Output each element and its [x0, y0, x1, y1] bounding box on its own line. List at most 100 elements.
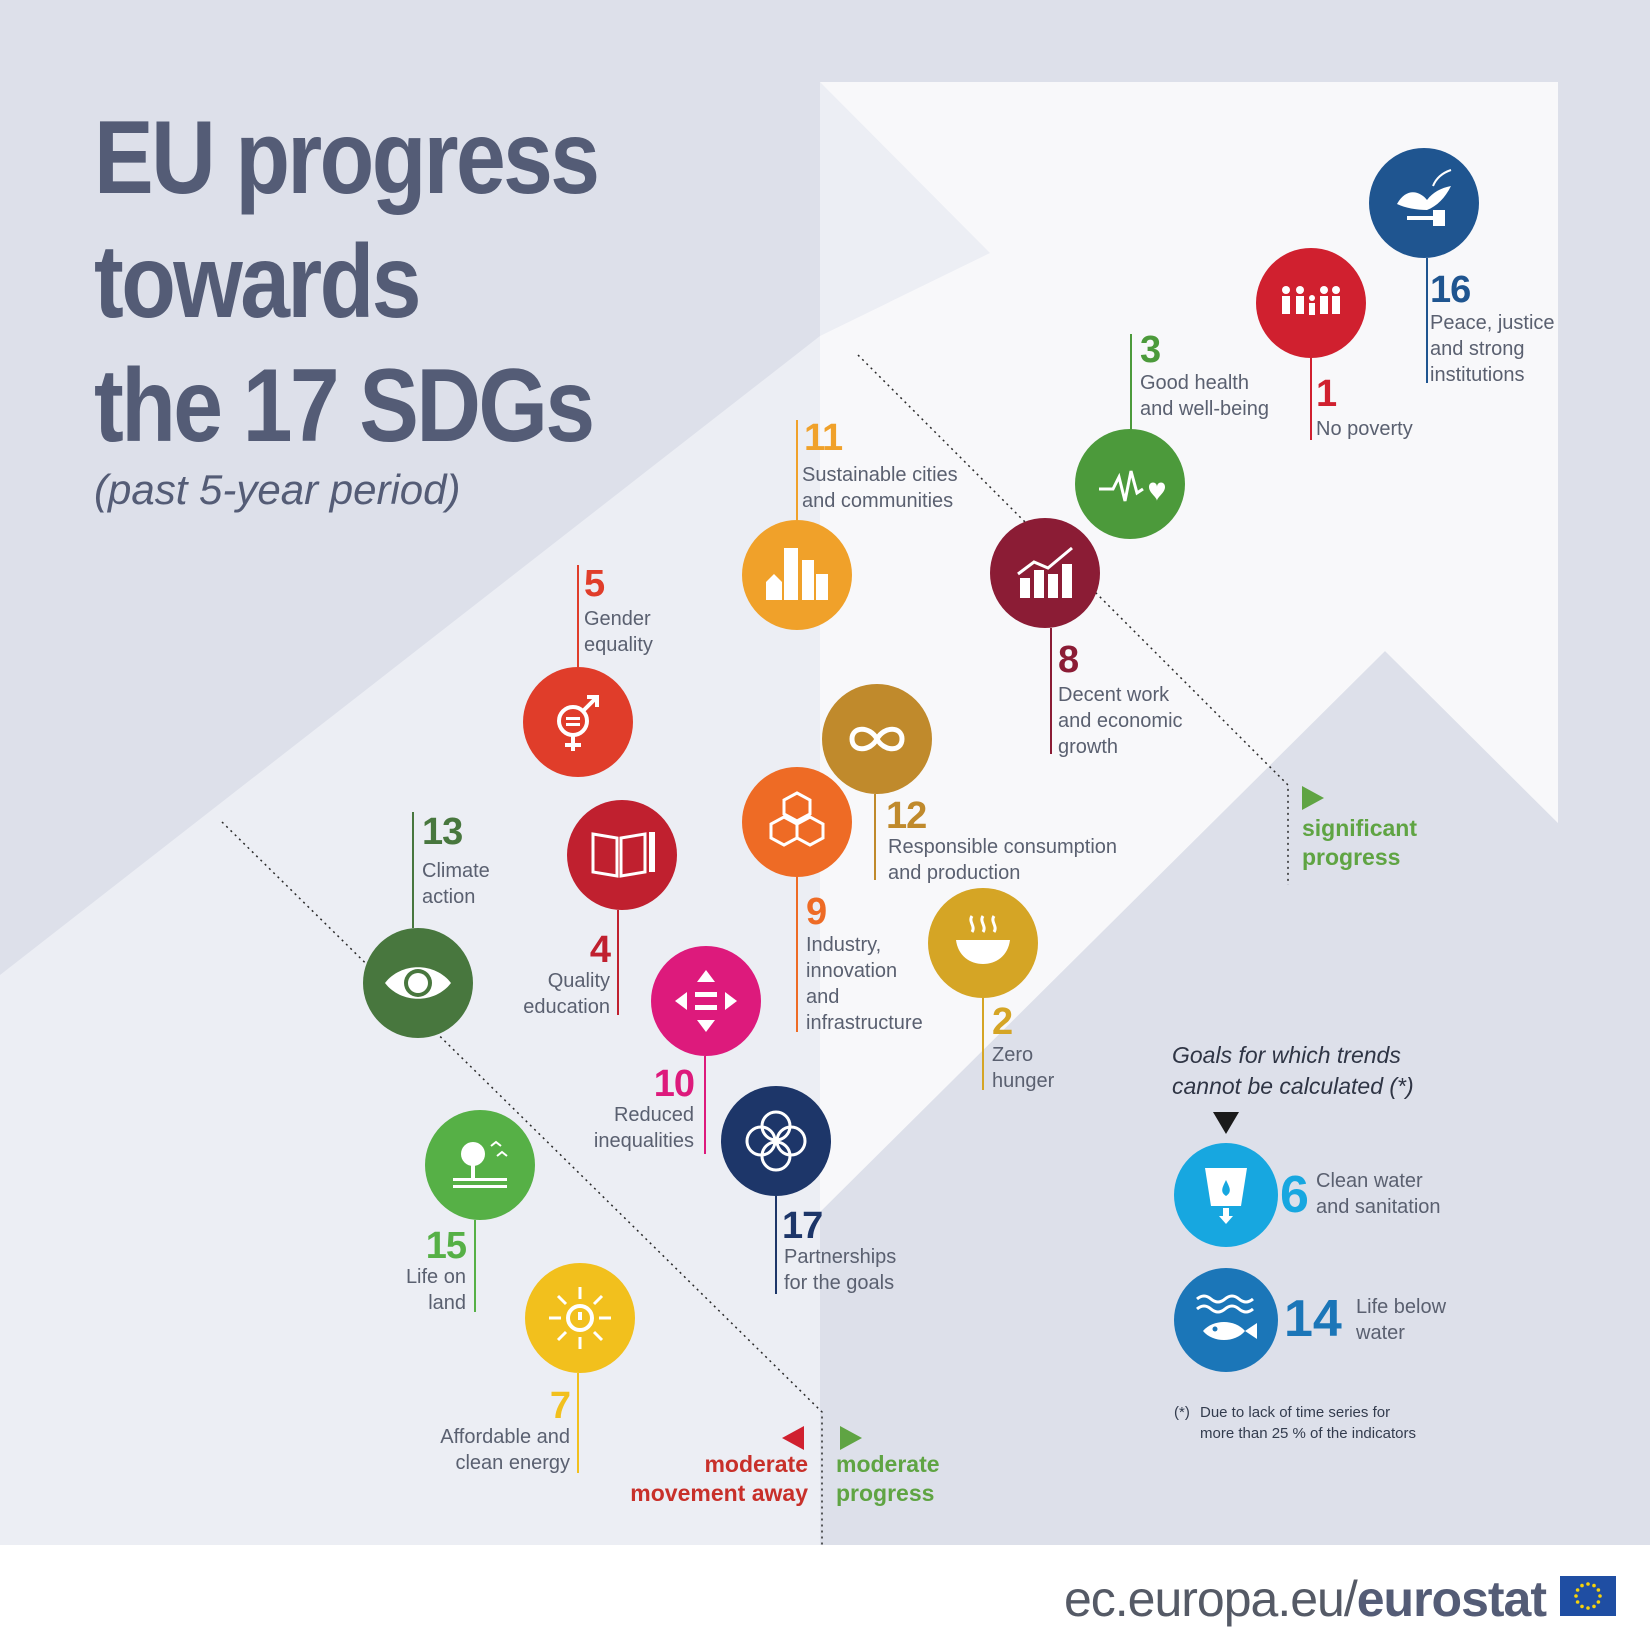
goal-7-number: 7: [549, 1385, 571, 1427]
goal-15-stem: [474, 1220, 476, 1312]
goal-15-icon: [425, 1110, 535, 1220]
footnote-line-2: more than 25 % of the indicators: [1200, 1425, 1416, 1442]
goal-4-number: 4: [589, 929, 611, 971]
goal-4-icon: [567, 800, 677, 910]
goal-13-icon: [363, 928, 473, 1038]
goal-11-number: 11: [804, 417, 843, 459]
eu-flag-star: [1575, 1588, 1580, 1592]
goal-15-number: 15: [425, 1225, 467, 1267]
goal-2-label: Zero hunger: [992, 1044, 1055, 1092]
goal-1-icon: [1256, 248, 1366, 358]
eu-flag-star: [1592, 1604, 1596, 1609]
goal-2-stem: [982, 998, 984, 1090]
goal-7-icon: [525, 1263, 635, 1373]
footer-url-brand: eurostat: [1356, 1571, 1547, 1627]
goal-5-label: Gender equality: [584, 608, 653, 656]
goal-8-icon: [990, 518, 1100, 628]
goal-10-stem: [704, 1056, 706, 1154]
footer-url-prefix: ec.europa.eu/: [1063, 1571, 1358, 1627]
goal-3-label: Good health and well-being: [1140, 372, 1269, 420]
goal-13-label: Climate action: [422, 860, 490, 908]
eu-flag-star: [1574, 1594, 1578, 1598]
goal-6-icon: [1174, 1143, 1278, 1247]
zone-significant-progress: significant progress: [1302, 815, 1418, 870]
goal-2-icon: [928, 888, 1038, 998]
significant-progress-arrow: [1302, 786, 1324, 810]
eu-flag-star: [1598, 1594, 1602, 1598]
goal-10-label: Reduced inequalities: [593, 1104, 694, 1152]
title-line-3: the 17 SDGs: [94, 348, 595, 464]
goal-8-number: 8: [1058, 639, 1079, 681]
goal-1-stem: [1310, 358, 1312, 440]
goal-8-label: Decent work and economic growth: [1058, 684, 1183, 758]
goal-9-number: 9: [806, 891, 827, 933]
goal-10-icon: [651, 946, 761, 1056]
subtitle: (past 5-year period): [94, 466, 461, 513]
goal-5-icon: [523, 667, 633, 777]
goal-11-label: Sustainable cities and communities: [802, 464, 958, 512]
goal-2-number: 2: [992, 1001, 1013, 1043]
not-calculable-pointer: [1213, 1112, 1239, 1134]
goal-12-stem: [874, 794, 876, 880]
goal-8-stem: [1050, 628, 1052, 754]
goal-1-number: 1: [1316, 373, 1337, 415]
goal-3-stem: [1130, 334, 1132, 430]
zone-moderate-movement-away: moderate movement away: [630, 1451, 808, 1506]
goal-14-label: Life below water: [1356, 1296, 1447, 1344]
goal-13-number: 13: [422, 811, 463, 853]
goal-3-icon: [1075, 429, 1185, 539]
goal-17-label: Partnerships for the goals: [784, 1246, 897, 1294]
footnote: (*) Due to lack of time series for more …: [1174, 1402, 1416, 1444]
moderate-separator: [221, 821, 823, 1545]
goal-9-icon: [742, 767, 852, 877]
goal-17-stem: [775, 1196, 777, 1294]
eu-flag-icon: [1560, 1576, 1616, 1616]
goal-1-label: No poverty: [1316, 418, 1413, 440]
goal-12-label: Responsible consumption and production: [888, 836, 1118, 884]
goal-4-label: Quality education: [523, 970, 610, 1018]
goal-6-label: Clean water and sanitation: [1316, 1170, 1441, 1218]
goal-16-label: Peace, justice and strong institutions: [1430, 312, 1555, 386]
page-title: EU progress towards the 17 SDGs: [94, 96, 627, 468]
goal-15-label: Life on land: [405, 1266, 466, 1314]
goal-11-icon: [742, 520, 852, 630]
goal-14-number: 14: [1284, 1290, 1342, 1348]
goal-16-stem: [1426, 258, 1428, 383]
title-line-2: towards: [94, 224, 421, 340]
eu-flag-star: [1586, 1582, 1590, 1586]
eu-flag-star: [1580, 1604, 1584, 1609]
eu-flag-star: [1592, 1583, 1596, 1588]
goal-4-stem: [617, 910, 619, 1015]
goal-11-stem: [796, 420, 798, 520]
goal-9-label: Industry, innovation and infrastructure: [806, 934, 923, 1034]
footnote-line-1: Due to lack of time series for: [1200, 1404, 1391, 1421]
goal-7-label: Affordable and clean energy: [440, 1426, 570, 1474]
goal-16-number: 16: [1430, 269, 1471, 311]
moderate-movement-away-arrow: [782, 1426, 804, 1450]
title-line-1: EU progress: [94, 100, 600, 216]
goal-7-stem: [577, 1373, 579, 1473]
goal-5-stem: [577, 565, 579, 667]
footnote-mark: (*): [1174, 1404, 1190, 1421]
goal-17-number: 17: [782, 1205, 823, 1247]
moderate-progress-arrow: [840, 1426, 862, 1450]
eu-flag-star: [1596, 1600, 1601, 1604]
goal-12-number: 12: [886, 795, 927, 837]
goal-13-stem: [412, 812, 414, 928]
eu-flag-star: [1575, 1600, 1580, 1604]
goal-10-number: 10: [653, 1063, 695, 1105]
goal-16-icon: [1369, 148, 1479, 258]
eu-flag-star: [1586, 1606, 1590, 1610]
eu-flag-star: [1580, 1583, 1584, 1588]
goal-17-icon: [721, 1086, 831, 1196]
goal-5-number: 5: [584, 563, 605, 605]
not-calculable-heading: Goals for which trends cannot be calculat…: [1172, 1042, 1414, 1099]
goal-6-number: 6: [1280, 1166, 1309, 1224]
zone-moderate-progress: moderate progress: [836, 1451, 940, 1506]
goal-12-icon: [822, 684, 932, 794]
footer-url[interactable]: ec.europa.eu/eurostat: [1063, 1570, 1547, 1628]
eu-flag-star: [1596, 1588, 1601, 1592]
goal-14-icon: [1174, 1268, 1278, 1372]
